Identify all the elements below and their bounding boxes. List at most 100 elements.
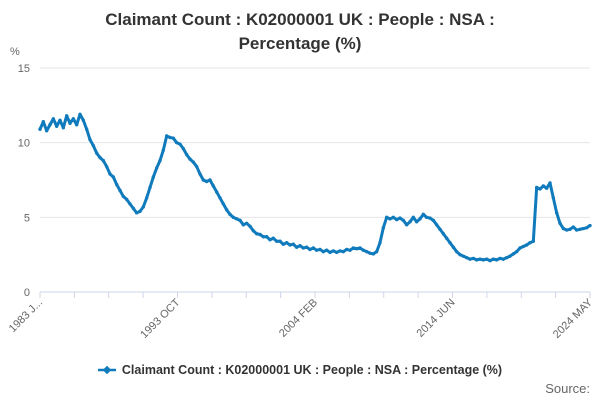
series-point: [214, 190, 219, 194]
series-point: [191, 160, 196, 164]
series-point: [108, 172, 112, 176]
series-point: [168, 135, 172, 140]
series-point: [561, 226, 566, 231]
x-tick-label: 2024 MAY: [551, 296, 596, 341]
y-tick-label: 5: [24, 212, 30, 224]
series-point: [64, 114, 69, 118]
series-point: [41, 120, 46, 124]
series-point: [78, 112, 82, 116]
series-point: [194, 164, 199, 169]
x-tick-label: 1993 OCT: [138, 296, 183, 341]
series-point: [58, 118, 62, 122]
series-point: [441, 232, 446, 236]
series-point: [514, 249, 519, 254]
series-point: [524, 243, 529, 247]
series-point: [244, 221, 249, 226]
series-point: [504, 255, 509, 260]
series-point: [538, 187, 542, 191]
series-point: [298, 244, 302, 248]
series-point: [344, 247, 349, 252]
chart-title: Claimant Count : K02000001 UK : People :…: [0, 8, 600, 56]
series-point: [141, 205, 146, 209]
series-point: [81, 118, 86, 122]
series-point: [394, 217, 399, 222]
series-point: [291, 242, 296, 246]
series-point: [91, 143, 96, 148]
series-point: [581, 226, 586, 231]
series-point: [371, 252, 376, 256]
series-point: [254, 232, 259, 236]
series-point: [94, 151, 99, 155]
series-point: [521, 244, 526, 249]
series-point: [158, 158, 162, 163]
series-point: [374, 249, 379, 254]
series-point: [221, 202, 226, 206]
series-point: [48, 123, 52, 127]
series-point: [411, 215, 416, 220]
series-point: [288, 243, 292, 247]
series-point: [338, 249, 342, 253]
series-point: [544, 186, 549, 190]
series-point: [98, 155, 102, 160]
series-point: [354, 246, 359, 251]
series-point: [511, 252, 516, 256]
series-point: [188, 157, 192, 161]
series-point: [261, 235, 266, 239]
series-point: [88, 137, 92, 142]
series-point: [471, 256, 476, 261]
series-point: [131, 206, 136, 211]
series-point: [248, 224, 252, 228]
series-point: [128, 202, 132, 206]
series-point: [398, 216, 402, 220]
series-point: [558, 221, 562, 226]
series-point: [431, 218, 436, 223]
series-point: [218, 196, 222, 200]
series-point: [198, 172, 202, 176]
series-point: [341, 249, 346, 254]
series-point: [348, 248, 352, 252]
series-point: [468, 257, 472, 261]
series-point: [568, 227, 572, 231]
line-marker-icon: [97, 365, 116, 375]
x-tick-label: 1983 J...: [7, 297, 45, 335]
series-point: [101, 158, 106, 163]
series-point: [494, 258, 499, 262]
series-point: [161, 148, 166, 152]
series-point: [564, 228, 569, 232]
series-point: [454, 249, 459, 254]
series-point: [68, 121, 72, 125]
series-point: [44, 129, 49, 133]
y-tick-label: 15: [18, 63, 30, 75]
series-point: [74, 123, 79, 127]
series-point: [328, 250, 332, 255]
legend-item[interactable]: Claimant Count : K02000001 UK : People :…: [0, 363, 600, 377]
series-point: [481, 258, 486, 262]
series-point: [388, 217, 392, 221]
series-point: [281, 242, 286, 246]
series-point: [528, 241, 532, 245]
series-point: [358, 246, 362, 250]
series-point: [368, 251, 372, 255]
series-point: [421, 212, 426, 217]
series-point: [574, 228, 579, 232]
series-point: [301, 246, 306, 250]
x-tick-label: 2014 JUN: [415, 297, 458, 340]
series-point: [401, 218, 406, 223]
series-point: [424, 215, 429, 220]
series-point: [548, 181, 552, 185]
series-point: [488, 258, 492, 263]
series-point: [534, 185, 539, 190]
series-point: [418, 217, 422, 221]
series-point: [588, 223, 592, 228]
series-point: [458, 252, 462, 257]
series-point: [231, 215, 236, 220]
series-point: [304, 245, 309, 249]
series-point: [334, 250, 339, 255]
series-point: [171, 136, 176, 140]
series-point: [318, 247, 322, 252]
series-point: [391, 215, 396, 220]
series-point: [414, 220, 419, 224]
series-point: [118, 188, 122, 193]
series-point: [178, 142, 182, 146]
